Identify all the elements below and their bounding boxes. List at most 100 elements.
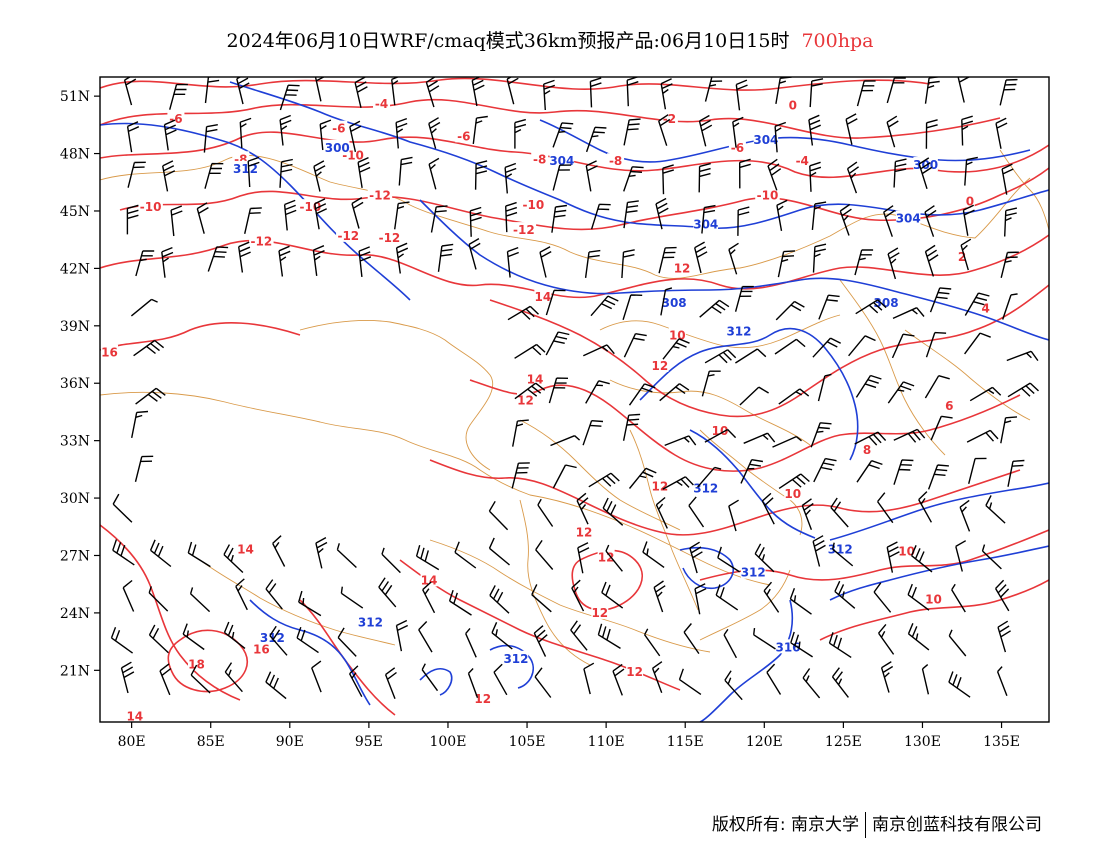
wind-barb (623, 118, 641, 146)
wind-barb (662, 476, 694, 490)
isotherm-label-bg (575, 524, 593, 539)
wind-barb (789, 588, 812, 615)
wind-barb (488, 537, 510, 566)
wind-barb (832, 542, 854, 567)
isotherm-label-bg (373, 95, 391, 110)
wind-barb (279, 158, 293, 188)
wind-barb (590, 295, 619, 317)
wind-barb (892, 307, 925, 320)
wind-barb (552, 164, 572, 191)
lon-tick-label: 125E (825, 734, 862, 750)
height-label-bg (503, 650, 529, 665)
isotherm-label: 16 (253, 642, 270, 656)
isotherm-label: 14 (527, 372, 544, 386)
wind-barb (187, 541, 211, 568)
wind-barb (265, 579, 283, 610)
height-label: 308 (874, 296, 899, 310)
isotherm-label: 10 (898, 545, 915, 559)
lon-tick-label: 110E (588, 734, 625, 750)
isotherm-label-bg (455, 128, 473, 143)
wind-barb (552, 464, 577, 489)
wind-barb (856, 80, 876, 107)
wind-barb (127, 161, 146, 188)
wind-barb (437, 243, 454, 272)
wind-barb (701, 370, 721, 397)
wind-barb (422, 581, 436, 614)
wind-barb (112, 493, 133, 523)
isotherm-label-bg (237, 541, 255, 556)
wind-barb (964, 292, 990, 316)
wind-barb (134, 455, 154, 482)
isotherm-label: 14 (126, 709, 143, 723)
isotherm-label-bg (957, 248, 967, 263)
lon-tick-label: 100E (429, 734, 466, 750)
lat-tick-label: 45N (60, 204, 90, 220)
wind-barb (506, 77, 519, 105)
wind-barb (996, 666, 1008, 697)
wind-barb (278, 245, 291, 277)
wind-barb (891, 333, 915, 359)
lat-tick-label: 48N (60, 147, 90, 163)
wind-barb (428, 117, 441, 149)
wind-barb (767, 158, 782, 191)
wind-barb (311, 660, 322, 693)
wind-barb (189, 587, 211, 613)
wind-barb (734, 285, 754, 312)
height-label: 304 (753, 133, 778, 147)
lat-tick-label: 24N (60, 606, 90, 622)
wind-barb (313, 160, 326, 192)
wind-barb (272, 535, 286, 567)
wind-barb (810, 422, 832, 448)
wind-barb (489, 585, 510, 614)
isotherm-label: -6 (457, 129, 470, 143)
wind-barb (704, 428, 737, 443)
isotherm-label: -10 (523, 198, 545, 212)
wind-barb (551, 204, 567, 233)
isotherm-label-bg (100, 344, 118, 359)
lon-tick-label: 105E (509, 734, 546, 750)
lat-tick-label: 51N (60, 89, 90, 105)
lon-tick-label: 90E (276, 734, 304, 750)
wind-barb (381, 547, 401, 574)
wind-barb (966, 429, 999, 443)
isotherm-label-bg (377, 229, 402, 244)
isotherm-label: 10 (784, 487, 801, 501)
wind-barb (514, 118, 527, 149)
wind-barb (959, 499, 971, 532)
wind-barb (809, 161, 822, 192)
isotherm-label-bg (252, 641, 270, 656)
wind-barb (169, 83, 188, 110)
wind-barb (314, 77, 326, 102)
wind-barb (354, 77, 368, 108)
footer-separator (865, 812, 866, 838)
wind-barb (628, 383, 656, 406)
isotherm-label-bg (607, 153, 625, 168)
wind-barb (927, 464, 949, 490)
wind-barb (655, 496, 668, 529)
wind-barb (1007, 382, 1039, 398)
height-label: 308 (662, 296, 687, 310)
wind-barb (924, 77, 941, 104)
wind-barb (395, 242, 409, 274)
wind-barb (918, 491, 933, 523)
wind-barb (886, 541, 900, 573)
title-main: 2024年06月10日WRF/cmaq模式36km预报产品:06月10日15时 (226, 30, 790, 52)
wind-barb (739, 386, 769, 406)
wind-barb (924, 205, 937, 237)
isotherm-label: 12 (576, 526, 593, 540)
wind-barb (772, 435, 802, 448)
wind-barb (761, 492, 775, 525)
lon-tick-label: 115E (667, 734, 704, 750)
copyright-text: 版权所有: 南京大学 (711, 815, 859, 835)
wind-barb (336, 543, 357, 569)
wind-barb (623, 333, 647, 358)
wind-barb (778, 473, 810, 489)
wind-barb (504, 162, 517, 194)
isotherm-label: 18 (188, 658, 205, 672)
isotherm-label: 8 (863, 443, 871, 457)
wind-barb (887, 247, 900, 280)
wind-barb (583, 344, 615, 357)
wind-barb (265, 671, 287, 700)
